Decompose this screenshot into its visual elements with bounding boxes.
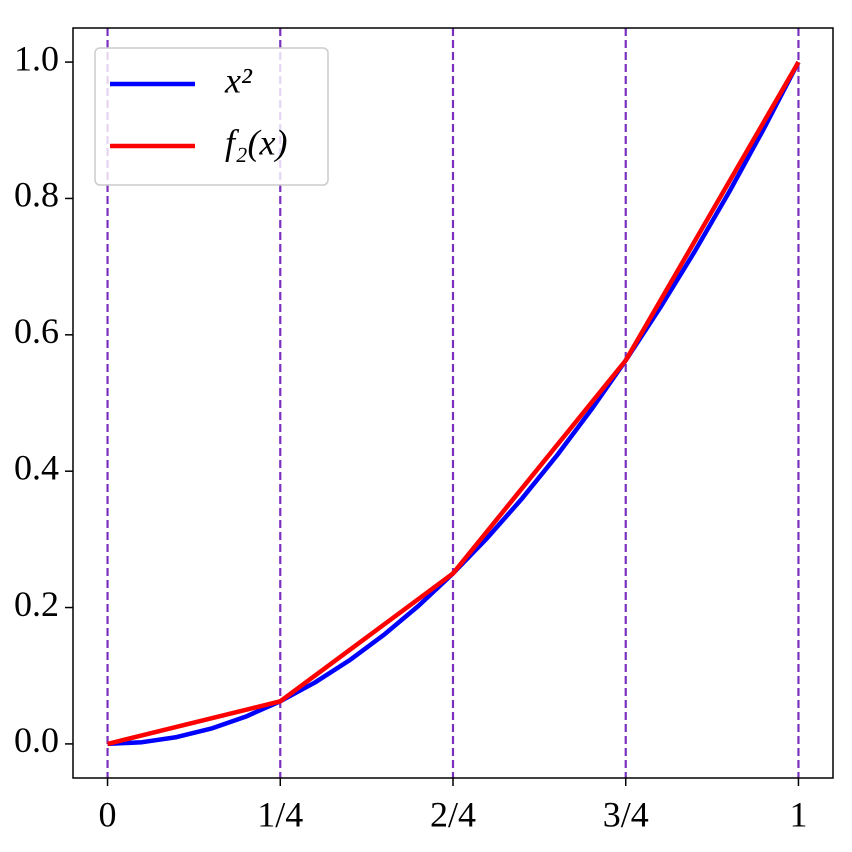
x-tick-label: 3/4 [603,794,649,834]
legend-label: x² [224,60,253,100]
legend-label: f₂(x) [225,122,287,162]
series-line [107,60,801,747]
y-tick-label: 0.0 [14,720,59,760]
axes-frame [72,27,834,779]
x-tick-label: 0 [99,794,117,834]
legend-box [94,47,329,186]
y-tick-label: 1.0 [14,38,59,78]
y-tick-label: 0.4 [14,447,59,487]
x-tick-label: 1/4 [257,794,303,834]
x-tick-label: 2/4 [430,794,476,834]
y-tick-label: 0.8 [14,175,59,215]
x-tick-label: 1 [789,794,807,834]
y-tick-label: 0.6 [14,311,59,351]
y-tick-label: 0.2 [14,584,59,624]
